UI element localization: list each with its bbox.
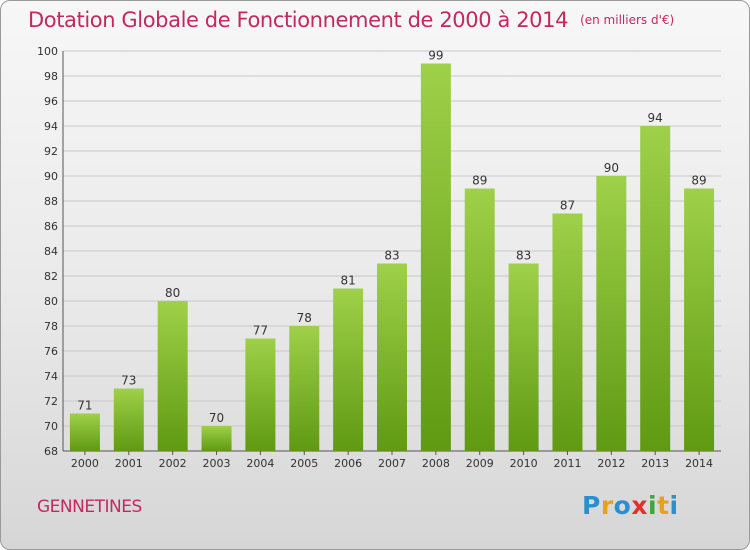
y-tick-labels: 68 70 72 74 76 78 80 82 84 86 88 90 92 94 96 98 100 [37, 45, 58, 458]
x-tick-label: 2000 [71, 457, 99, 470]
x-tick-label: 2007 [378, 457, 406, 470]
data-label-2004: 77 [253, 324, 268, 338]
chart-title-unit: (en milliers d'€) [580, 13, 675, 27]
y-tick-label: 90 [44, 170, 58, 183]
y-tick-label: 92 [44, 145, 58, 158]
proxiti-logo: Proxiti [582, 491, 679, 520]
bar-2001 [113, 388, 144, 451]
logo-letter: t [657, 491, 670, 520]
y-tick-label: 68 [44, 445, 58, 458]
data-label-2006: 81 [340, 274, 355, 288]
x-tick-label: 2009 [466, 457, 494, 470]
x-tick-label: 2010 [510, 457, 538, 470]
x-tick-label: 2013 [641, 457, 669, 470]
logo-letter: o [613, 491, 632, 520]
data-label-2014: 89 [691, 174, 706, 188]
data-label-2000: 71 [77, 399, 92, 413]
y-tick-label: 72 [44, 395, 58, 408]
y-tick-label: 78 [44, 320, 58, 333]
bar-2009 [464, 188, 495, 451]
bar-2014 [684, 188, 715, 451]
y-tick-label: 84 [44, 245, 58, 258]
bar-2000 [69, 413, 100, 451]
x-tick-labels: 2000 2001 2002 2003 2004 2005 2006 2007 2008 2009… [71, 457, 713, 470]
logo-letter: i [669, 491, 679, 520]
x-tick-label: 2008 [422, 457, 450, 470]
data-label-2008: 99 [428, 49, 443, 63]
logo-letter: i [648, 491, 658, 520]
chart-title: Dotation Globale de Fonctionnement de 20… [28, 8, 674, 32]
x-tick-label: 2003 [203, 457, 231, 470]
bar-2011 [552, 213, 583, 451]
y-tick-label: 88 [44, 195, 58, 208]
bar-2007 [377, 263, 407, 451]
y-tick-label: 76 [44, 345, 58, 358]
data-label-2009: 89 [472, 174, 487, 188]
bar-2010 [508, 263, 539, 451]
y-tick-label: 98 [44, 70, 58, 83]
y-tick-label: 96 [44, 95, 58, 108]
y-tick-label: 82 [44, 270, 58, 283]
x-tick-label: 2012 [597, 457, 625, 470]
y-tick-label: 74 [44, 370, 58, 383]
data-label-2005: 78 [297, 311, 312, 325]
bar-2003 [201, 426, 232, 451]
bar-2002 [157, 301, 188, 451]
x-tick-label: 2006 [334, 457, 362, 470]
y-tick-label: 94 [44, 120, 58, 133]
data-labels: 71 73 80 70 77 78 81 83 99 89 83 87 90 94 89 [77, 49, 706, 426]
data-label-2010: 83 [516, 249, 531, 263]
x-tick-label: 2005 [290, 457, 318, 470]
data-label-2001: 73 [121, 374, 136, 388]
bars [69, 63, 715, 451]
data-label-2007: 83 [384, 249, 399, 263]
data-label-2003: 70 [209, 411, 224, 425]
x-tick-label: 2011 [553, 457, 581, 470]
commune-name: GENNETINES [37, 497, 142, 517]
data-label-2002: 80 [165, 286, 180, 300]
bar-2005 [289, 326, 320, 451]
y-tick-label: 70 [44, 420, 58, 433]
bar-2008 [420, 63, 451, 451]
x-tick-label: 2002 [159, 457, 187, 470]
bar-2012 [596, 176, 627, 451]
y-tick-label: 100 [37, 45, 58, 58]
data-label-2012: 90 [604, 161, 619, 175]
bar-2004 [245, 338, 276, 451]
y-tick-label: 80 [44, 295, 58, 308]
logo-letter: P [582, 491, 601, 520]
x-tick-label: 2001 [115, 457, 143, 470]
chart-title-main: Dotation Globale de Fonctionnement de 20… [28, 8, 569, 32]
x-tick-label: 2014 [685, 457, 713, 470]
data-label-2013: 94 [648, 111, 663, 125]
logo-letter: r [600, 491, 614, 520]
bar-2006 [333, 288, 364, 451]
bar-2013 [640, 126, 671, 451]
logo-letter: x [631, 491, 648, 520]
y-tick-label: 86 [44, 220, 58, 233]
x-tick-label: 2004 [246, 457, 274, 470]
data-label-2011: 87 [560, 199, 575, 213]
